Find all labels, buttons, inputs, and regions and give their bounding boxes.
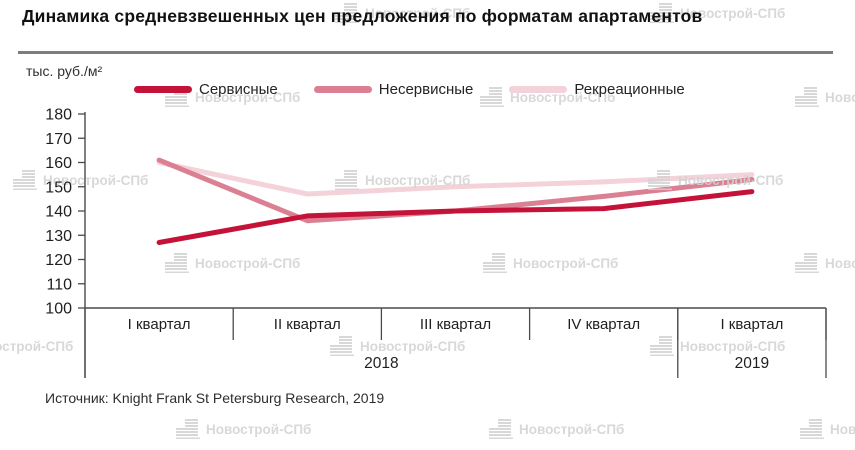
legend-label: Рекреационные [574, 81, 685, 98]
chart-legend: Сервисные Несервисные Рекреационные [134, 81, 685, 98]
x-axis-label: IV квартал [567, 316, 640, 333]
x-axis-label: III квартал [420, 316, 491, 333]
legend-swatch-icon [509, 86, 568, 93]
y-axis-label: 110 [46, 276, 72, 293]
legend-item-2: Рекреационные [509, 81, 685, 98]
chart-title: Динамика средневзвешенных цен предложени… [22, 6, 703, 26]
y-axis-label: 160 [45, 155, 72, 172]
legend-label: Несервисные [378, 81, 474, 98]
y-axis-label: 150 [45, 179, 72, 196]
y-axis-label: 100 [45, 301, 72, 318]
y-axis-label: 170 [45, 131, 72, 148]
source-caption: Источник: Knight Frank St Petersburg Res… [45, 390, 385, 406]
y-axis-label: 180 [45, 107, 72, 124]
legend-swatch-icon [134, 86, 192, 93]
legend-label: Сервисные [199, 81, 278, 98]
x-axis-label: I квартал [720, 316, 783, 333]
y-axis-label: 120 [45, 252, 72, 269]
y-axis-label: 140 [45, 204, 72, 221]
legend-item-0: Сервисные [134, 81, 278, 98]
year-label: 2018 [364, 355, 398, 372]
y-axis-label: 130 [45, 228, 72, 245]
legend-item-1: Несервисные [313, 81, 474, 98]
x-axis-label: I квартал [128, 316, 191, 333]
year-label: 2019 [735, 355, 769, 372]
legend-swatch-icon [313, 86, 372, 93]
title-divider [18, 51, 833, 54]
x-axis-label: II квартал [274, 316, 341, 333]
y-axis-unit-label: тыс. руб./м² [26, 63, 103, 79]
series-line-0 [156, 189, 755, 245]
